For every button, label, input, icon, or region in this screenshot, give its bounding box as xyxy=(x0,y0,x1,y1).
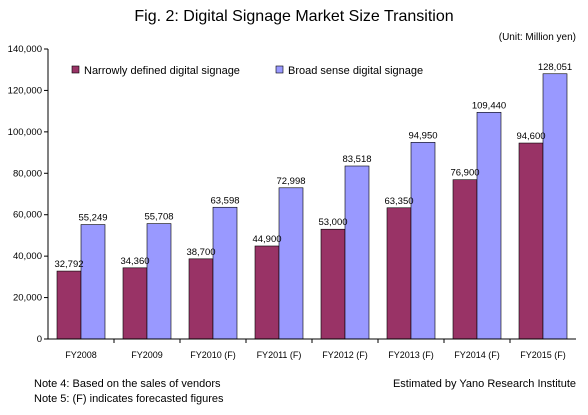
bar-narrow xyxy=(56,270,82,340)
data-label: 94,600 xyxy=(516,131,545,142)
x-tick-label: FY2014 (F) xyxy=(454,350,500,360)
x-tick-label: FY2011 (F) xyxy=(257,350,302,360)
x-tick-label: FY2010 (F) xyxy=(190,350,236,360)
bar-narrow xyxy=(254,245,280,340)
bar-broad xyxy=(542,73,568,340)
data-label: 38,700 xyxy=(186,247,215,258)
y-tick-label: 100,000 xyxy=(8,127,42,138)
legend-swatch-narrow xyxy=(71,65,80,74)
bar-narrow xyxy=(452,179,478,340)
data-label: 34,360 xyxy=(120,256,149,267)
data-label: 109,440 xyxy=(472,100,506,111)
bar-broad xyxy=(344,165,370,340)
x-tick-label: FY2015 (F) xyxy=(520,350,566,360)
bar-narrow xyxy=(518,142,544,340)
data-label: 63,350 xyxy=(384,196,413,207)
chart-title: Fig. 2: Digital Signage Market Size Tran… xyxy=(134,8,453,25)
data-labels: 32,792 55,249 34,360 55,708 38,700 63,598 44,9… xyxy=(54,62,572,270)
unit-label: (Unit: Million yen) xyxy=(499,32,576,43)
data-label: 76,900 xyxy=(450,168,479,179)
legend-label-narrow: Narrowly defined digital signage xyxy=(84,65,240,77)
data-label: 72,998 xyxy=(276,176,305,187)
y-tick-label: 80,000 xyxy=(13,168,42,179)
bar-narrow xyxy=(386,207,412,340)
note-4: Note 4: Based on the sales of vendors xyxy=(34,378,221,390)
bar-broad xyxy=(476,112,502,340)
bar-narrow xyxy=(320,228,346,340)
bar-narrow xyxy=(122,267,148,340)
data-label: 55,708 xyxy=(144,212,173,223)
data-label: 53,000 xyxy=(318,217,347,228)
data-label: 55,249 xyxy=(78,213,107,224)
note-5: Note 5: (F) indicates forecasted figures xyxy=(34,393,224,405)
data-label: 128,051 xyxy=(538,62,572,73)
y-tick-label: 120,000 xyxy=(8,85,42,96)
y-tick-label: 0 xyxy=(37,334,42,345)
data-label: 94,950 xyxy=(408,130,437,141)
x-tick-label: FY2013 (F) xyxy=(388,350,434,360)
bar-broad xyxy=(146,223,172,340)
x-tick-label: FY2009 xyxy=(131,350,163,360)
bar-broad xyxy=(212,206,238,340)
y-tick-label: 140,000 xyxy=(8,44,42,55)
y-tick-label: 40,000 xyxy=(13,251,42,262)
x-tick-label: FY2012 (F) xyxy=(322,350,368,360)
data-label: 44,900 xyxy=(252,234,281,245)
y-tick-label: 60,000 xyxy=(13,210,42,221)
x-axis-ticks: FY2008 FY2009 FY2010 (F) FY2011 (F) FY2012 (… xyxy=(65,339,566,360)
bar-broad xyxy=(410,142,436,340)
bar-broad xyxy=(278,187,304,340)
x-tick-label: FY2008 xyxy=(65,350,97,360)
legend-label-broad: Broad sense digital signage xyxy=(288,65,423,77)
bars xyxy=(56,73,568,340)
bar-narrow xyxy=(188,258,214,340)
y-tick-label: 20,000 xyxy=(13,293,42,304)
legend-swatch-broad xyxy=(275,65,284,74)
legend: Narrowly defined digital signage Broad s… xyxy=(71,65,423,77)
bar-broad xyxy=(80,224,106,340)
data-label: 63,598 xyxy=(210,195,239,206)
data-label: 83,518 xyxy=(342,154,371,165)
source-note: Estimated by Yano Research Institute xyxy=(393,378,576,390)
y-axis-ticks: 0 20,000 40,000 60,000 80,000 100,000 120,000 1… xyxy=(8,44,48,345)
data-label: 32,792 xyxy=(54,259,83,270)
